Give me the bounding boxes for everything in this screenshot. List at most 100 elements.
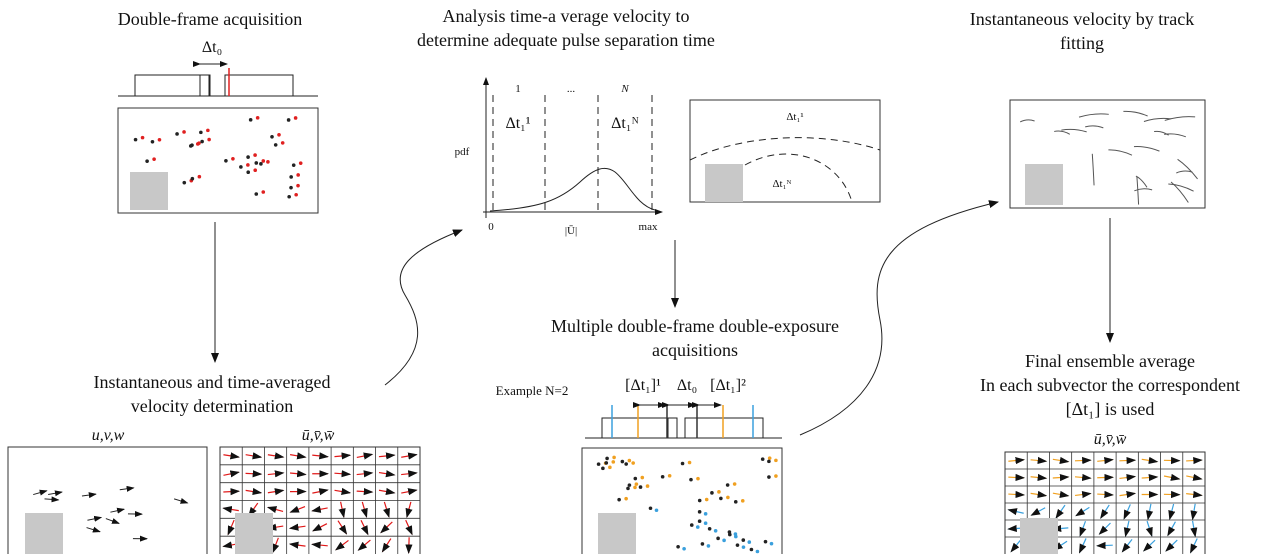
particle — [197, 174, 202, 179]
bin-label: N — [620, 83, 629, 95]
particle — [289, 175, 293, 179]
vector — [290, 452, 307, 460]
vector — [1100, 504, 1110, 520]
particle — [722, 538, 726, 543]
particle — [145, 159, 149, 163]
panel-title: Final ensemble average — [1025, 351, 1195, 371]
particle — [296, 173, 300, 177]
particle — [749, 547, 754, 552]
particle — [293, 116, 298, 120]
vector — [1190, 503, 1198, 521]
particle — [689, 477, 693, 482]
particle — [733, 500, 738, 504]
particle — [604, 461, 609, 465]
grid — [220, 447, 420, 554]
axis-tick-label: 0 — [488, 221, 494, 233]
track — [1108, 149, 1133, 156]
panel-title: Double-frame acquisition — [118, 9, 302, 29]
particle — [747, 540, 752, 544]
vector — [1142, 539, 1156, 552]
particle — [634, 482, 639, 486]
bin-label: 1 — [515, 83, 521, 95]
panel-title: Multiple double-frame double-exposure — [551, 316, 839, 336]
particle — [689, 523, 694, 527]
particle — [133, 137, 138, 142]
vector — [1168, 503, 1176, 521]
particle — [280, 141, 285, 145]
particle — [627, 483, 632, 487]
vector — [1186, 473, 1203, 481]
vector — [119, 485, 135, 492]
vector — [1010, 539, 1022, 553]
panel-title: fitting — [1060, 33, 1104, 53]
vector — [222, 505, 239, 514]
axis-tick-label: max — [639, 221, 658, 233]
vector — [223, 488, 241, 496]
particle — [716, 536, 720, 541]
particle — [273, 143, 278, 147]
vector — [1008, 456, 1026, 465]
particle — [207, 137, 211, 142]
region-label: Δt₁¹ — [786, 111, 803, 123]
particle — [608, 465, 612, 470]
particle — [680, 461, 685, 466]
vector — [288, 523, 306, 531]
vector — [378, 470, 396, 478]
obstacle — [25, 513, 63, 554]
particle — [703, 512, 708, 516]
particle — [695, 525, 700, 529]
instantaneous-field — [7, 446, 208, 554]
vector — [337, 520, 348, 535]
vector — [289, 505, 306, 513]
vector — [312, 452, 329, 460]
particle — [700, 542, 705, 546]
obstacle — [598, 513, 636, 554]
particle — [140, 135, 145, 140]
particle — [767, 475, 771, 479]
vector — [1079, 520, 1087, 537]
vector — [360, 501, 368, 519]
particle — [596, 462, 601, 466]
panel-title: acquisitions — [652, 340, 738, 360]
tracks — [1020, 110, 1198, 205]
particle — [291, 163, 296, 167]
dt-label: Δt₁ᴺ — [611, 115, 639, 132]
vector — [1007, 508, 1024, 516]
particle — [157, 137, 162, 142]
particle — [253, 168, 258, 173]
vector — [381, 538, 392, 553]
vector — [223, 452, 240, 460]
panel-title: Instantaneous and time-averaged — [94, 372, 331, 392]
vector — [1052, 473, 1070, 482]
vector — [1096, 541, 1113, 550]
vector — [338, 501, 346, 519]
particle — [667, 473, 672, 478]
particle — [294, 192, 298, 197]
region-boundary — [689, 137, 881, 161]
particle — [253, 153, 257, 157]
vector — [334, 470, 352, 478]
particle — [188, 144, 193, 148]
panel-title: velocity determination — [131, 396, 293, 416]
vector — [334, 487, 352, 496]
obstacle — [1020, 518, 1058, 554]
particle — [296, 183, 300, 188]
particle — [707, 526, 712, 531]
particle — [763, 539, 768, 544]
particle — [255, 116, 260, 120]
particle — [640, 475, 645, 480]
particle — [266, 160, 270, 164]
particle — [660, 474, 665, 479]
vector — [1098, 522, 1111, 535]
track — [1061, 128, 1087, 133]
vector — [1030, 507, 1046, 516]
vector — [1097, 490, 1114, 499]
particle — [605, 456, 609, 461]
vector — [401, 488, 418, 496]
vector — [357, 539, 371, 551]
vector — [1097, 456, 1114, 465]
vector — [288, 541, 306, 549]
particle — [767, 456, 772, 460]
track — [1091, 153, 1095, 186]
